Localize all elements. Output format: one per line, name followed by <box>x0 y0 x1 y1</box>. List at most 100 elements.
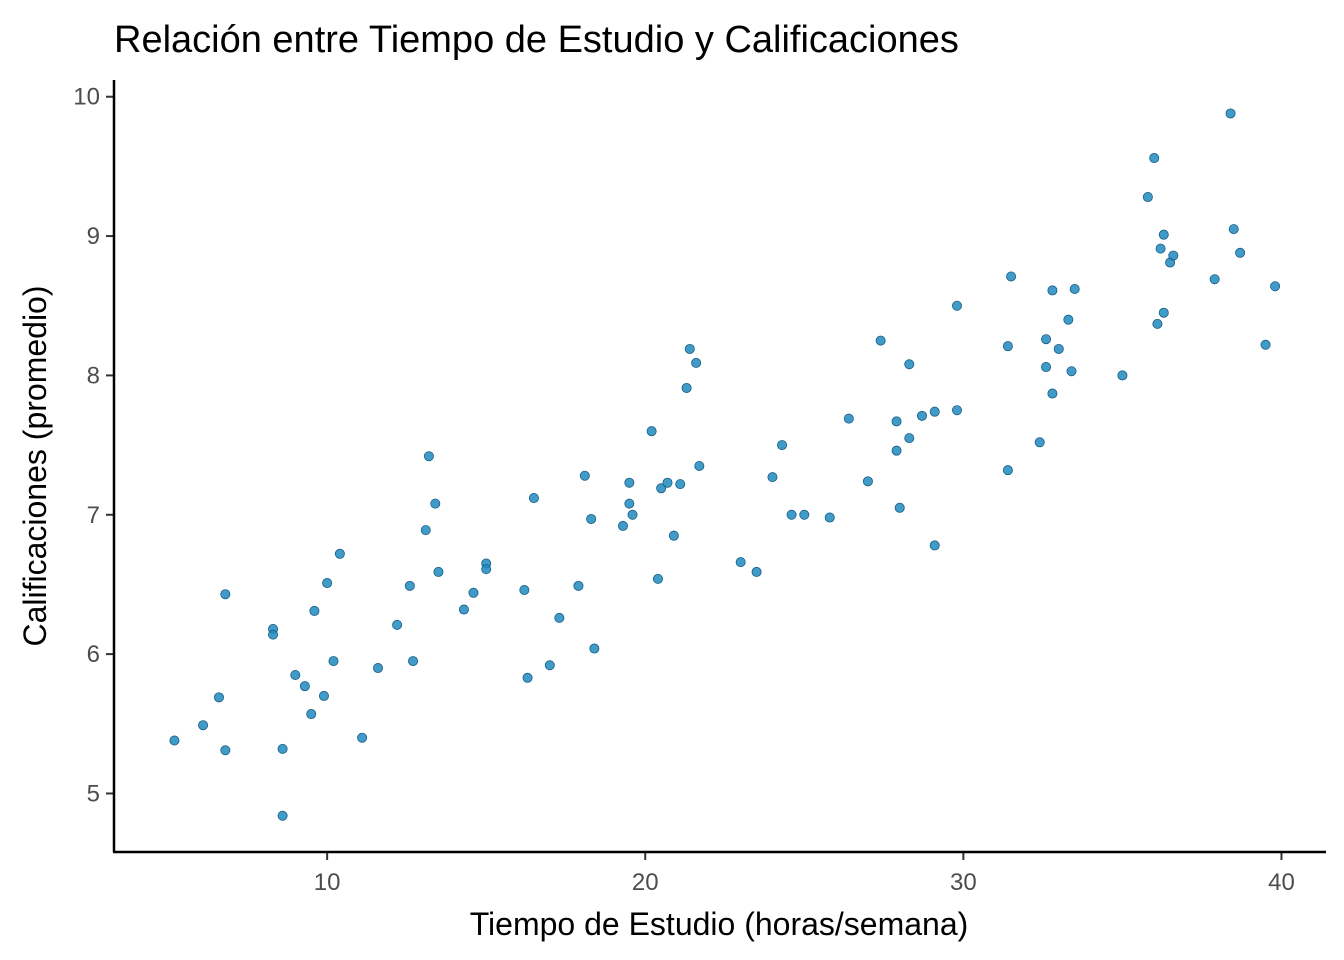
data-point <box>1047 285 1058 296</box>
data-point <box>627 509 638 520</box>
data-point <box>309 605 320 616</box>
data-point <box>862 476 873 487</box>
y-tick-label: 8 <box>87 362 100 389</box>
data-point <box>875 335 886 346</box>
data-point <box>290 670 301 681</box>
data-point <box>373 663 384 674</box>
data-point <box>891 445 902 456</box>
data-point <box>1228 224 1239 235</box>
data-point <box>328 656 339 667</box>
data-point <box>481 564 492 575</box>
data-point <box>1041 362 1052 373</box>
x-tick-label: 10 <box>314 869 341 896</box>
data-point <box>554 612 565 623</box>
data-point <box>1209 274 1220 285</box>
data-point <box>691 357 702 368</box>
data-point <box>1034 437 1045 448</box>
data-point <box>786 509 797 520</box>
data-point <box>929 406 940 417</box>
data-point <box>528 493 539 504</box>
y-tick-label: 5 <box>87 780 100 807</box>
data-point <box>408 656 419 667</box>
data-point <box>1063 314 1074 325</box>
data-point <box>586 513 597 524</box>
data-point <box>423 451 434 462</box>
data-point <box>1002 465 1013 476</box>
data-point <box>662 477 673 488</box>
data-point <box>917 410 928 421</box>
chart-title: Relación entre Tiempo de Estudio y Calif… <box>114 19 959 61</box>
data-point <box>1235 247 1246 258</box>
data-point <box>1149 153 1160 164</box>
data-point <box>929 540 940 551</box>
data-point <box>1117 370 1128 381</box>
data-point <box>277 810 288 821</box>
data-point <box>544 660 555 671</box>
data-point <box>579 470 590 481</box>
data-point <box>735 557 746 568</box>
data-point <box>904 359 915 370</box>
data-point <box>268 629 279 640</box>
data-point <box>589 643 600 654</box>
x-axis-ticks: 10 20 30 40 <box>314 852 1295 896</box>
data-point <box>1158 307 1169 318</box>
data-point <box>681 382 692 393</box>
data-point <box>694 460 705 471</box>
x-tick-label: 20 <box>632 869 659 896</box>
data-point <box>799 509 810 520</box>
data-point <box>1260 339 1271 350</box>
data-point <box>1069 284 1080 295</box>
data-point <box>1168 250 1179 261</box>
data-point <box>392 619 403 630</box>
data-point <box>1142 192 1153 203</box>
data-point <box>357 732 368 743</box>
data-point <box>1041 334 1052 345</box>
data-point <box>1047 388 1058 399</box>
data-point <box>169 735 180 746</box>
data-point <box>1225 108 1236 119</box>
data-point <box>624 498 635 509</box>
data-point <box>430 498 441 509</box>
data-point <box>843 413 854 424</box>
data-point <box>1270 281 1281 292</box>
data-point <box>404 580 415 591</box>
data-point <box>1066 366 1077 377</box>
data-point <box>433 566 444 577</box>
data-point <box>624 477 635 488</box>
x-axis-label: Tiempo de Estudio (horas/semana) <box>470 906 969 942</box>
data-point <box>334 548 345 559</box>
data-point <box>1158 229 1169 240</box>
data-point <box>668 530 679 541</box>
data-point <box>1006 271 1017 282</box>
data-point <box>894 502 905 513</box>
data-point <box>220 589 231 600</box>
data-point <box>1053 343 1064 354</box>
data-point <box>306 709 317 720</box>
y-tick-label: 6 <box>87 641 100 668</box>
data-point <box>617 520 628 531</box>
data-point <box>767 472 778 483</box>
data-point <box>420 525 431 536</box>
data-point <box>458 604 469 615</box>
data-point <box>751 566 762 577</box>
data-point <box>652 573 663 584</box>
y-tick-label: 7 <box>87 502 100 529</box>
data-point <box>277 743 288 754</box>
data-point <box>891 416 902 427</box>
data-point <box>322 578 333 589</box>
data-point <box>824 512 835 523</box>
data-point <box>1152 318 1163 329</box>
data-point <box>468 587 479 598</box>
data-point <box>519 585 530 596</box>
data-point <box>656 483 667 494</box>
x-tick-label: 30 <box>950 869 977 896</box>
x-tick-label: 40 <box>1268 869 1295 896</box>
data-point <box>573 580 584 591</box>
data-point <box>1002 341 1013 352</box>
data-point <box>951 405 962 416</box>
data-point <box>1155 243 1166 254</box>
data-point <box>198 720 209 731</box>
y-tick-label: 9 <box>87 223 100 250</box>
data-point <box>220 745 231 756</box>
